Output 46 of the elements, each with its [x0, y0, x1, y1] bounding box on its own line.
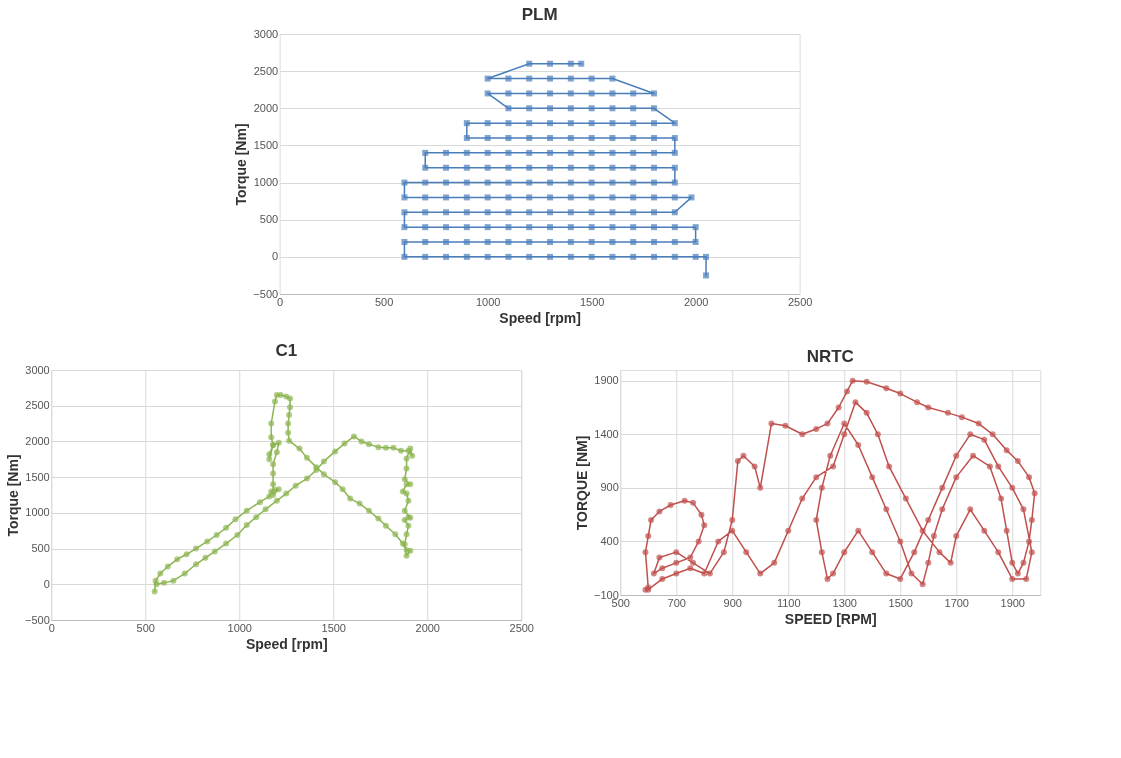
y-tick-label: 500 — [259, 213, 279, 226]
y-tick-label: 500 — [31, 542, 50, 555]
chart-title: C1 — [275, 341, 298, 360]
x-tick-label: 1500 — [321, 621, 346, 634]
x-tick-label: 1900 — [1000, 596, 1025, 609]
y-tick-label: 2500 — [25, 399, 50, 412]
x-tick-label: 1100 — [776, 596, 801, 609]
y-tick-label: 0 — [272, 250, 279, 263]
y-tick-label: 2000 — [253, 101, 279, 114]
x-tick-label: 2000 — [415, 621, 440, 634]
y-tick-label: 3000 — [253, 27, 279, 40]
x-tick-label: 1000 — [227, 621, 252, 634]
x-tick-label: 2500 — [509, 621, 534, 634]
chart-title: NRTC — [806, 347, 854, 366]
y-tick-label: 1500 — [253, 138, 279, 151]
x-tick-label: 1500 — [579, 295, 605, 308]
x-tick-label: 1000 — [475, 295, 501, 308]
y-tick-label: −500 — [24, 613, 50, 626]
x-tick-label: 1700 — [944, 596, 969, 609]
y-axis-title: Torque [Nm] — [4, 454, 21, 537]
x-tick-label: 1500 — [888, 596, 913, 609]
y-tick-label: 400 — [600, 534, 619, 547]
y-tick-label: 0 — [43, 577, 50, 590]
x-tick-label: 500 — [374, 295, 394, 308]
x-tick-label: 2500 — [787, 295, 813, 308]
y-tick-label: 2000 — [25, 434, 50, 447]
x-tick-label: 700 — [667, 596, 686, 609]
y-tick-label: −500 — [253, 287, 279, 300]
y-tick-label: 900 — [600, 481, 619, 494]
x-axis-title: SPEED [RPM] — [784, 610, 877, 627]
y-tick-label: 2500 — [253, 64, 279, 77]
y-tick-label: 1000 — [25, 506, 50, 519]
y-axis-title: TORQUE [NM] — [573, 435, 590, 531]
y-tick-label: 1500 — [25, 470, 50, 483]
x-axis-title: Speed [rpm] — [245, 635, 328, 652]
x-tick-label: 900 — [723, 596, 742, 609]
y-tick-label: 3000 — [25, 363, 50, 376]
x-tick-label: 1300 — [832, 596, 857, 609]
y-tick-label: 1400 — [594, 427, 619, 440]
x-tick-label: 500 — [136, 621, 155, 634]
y-tick-label: 1000 — [253, 176, 279, 189]
y-tick-label: 1900 — [594, 374, 619, 387]
chart-title: PLM — [521, 5, 558, 24]
x-tick-label: 2000 — [683, 295, 709, 308]
y-axis-title: Torque [Nm] — [233, 123, 250, 206]
x-axis-title: Speed [rpm] — [499, 309, 581, 326]
